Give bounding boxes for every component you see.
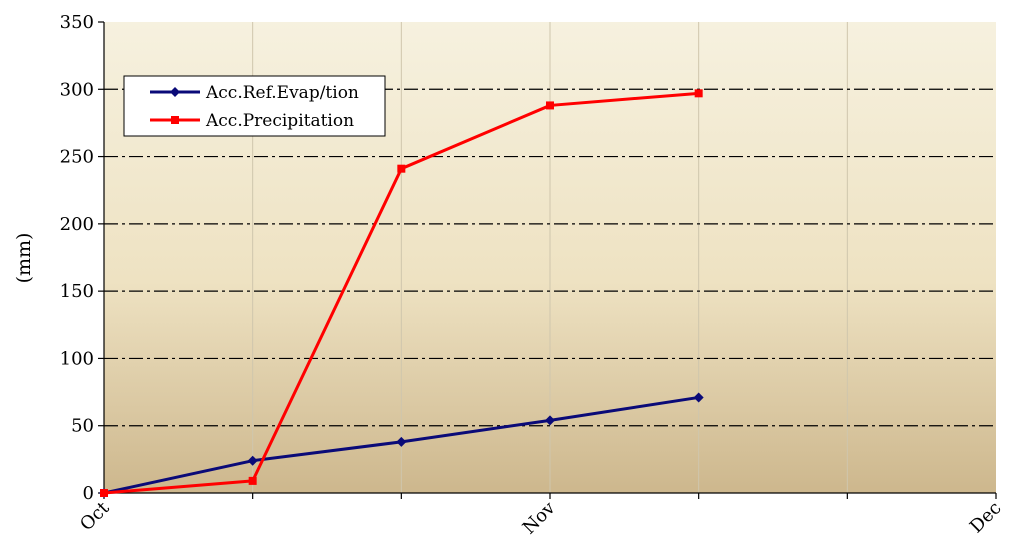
y-tick-label: 200 — [60, 214, 94, 235]
y-tick-label: 100 — [60, 348, 94, 369]
data-point-precip — [100, 489, 108, 497]
data-point-precip — [546, 101, 554, 110]
legend-item-evap: Acc.Ref.Evap/tion — [150, 83, 359, 103]
series-layer — [99, 89, 704, 498]
data-point-evap — [545, 415, 555, 426]
legend-label-evap: Acc.Ref.Evap/tion — [205, 83, 359, 103]
legend-marker-precip — [171, 116, 179, 124]
y-tick-label: 350 — [60, 12, 94, 33]
data-point-evap — [247, 455, 258, 466]
x-tick-labels: Oct Nov Dec — [76, 497, 1006, 538]
x-tick-label-nov: Nov — [519, 497, 560, 538]
y-tick-label: 50 — [71, 416, 94, 437]
y-tick-labels: 0 50 100 150 200 250 300 350 — [60, 12, 94, 504]
data-point-evap — [396, 436, 407, 447]
data-point-precip — [694, 89, 703, 98]
data-point-evap — [693, 392, 704, 403]
data-point-precip — [397, 164, 406, 173]
legend-item-precip: Acc.Precipitation — [150, 111, 354, 131]
legend-label-precip: Acc.Precipitation — [205, 111, 354, 131]
data-point-precip — [248, 476, 257, 485]
x-tick-label-dec: Dec — [966, 498, 1006, 538]
y-tick-label: 300 — [60, 79, 94, 100]
y-tick-label: 250 — [60, 147, 94, 168]
legend: Acc.Ref.Evap/tion Acc.Precipitation — [123, 75, 386, 137]
y-axis-title: (mm) — [13, 233, 35, 284]
y-tick-label: 0 — [83, 483, 94, 504]
horizontal-gridlines — [104, 88, 996, 427]
legend-box — [123, 75, 386, 137]
y-tick-label: 150 — [60, 281, 94, 302]
legend-marker-evap — [170, 87, 180, 97]
